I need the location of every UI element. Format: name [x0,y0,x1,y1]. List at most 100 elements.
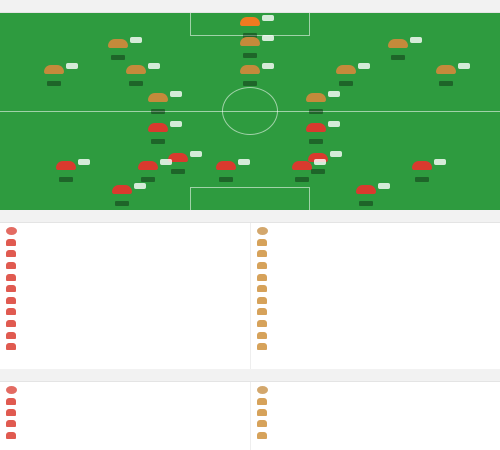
shirt-icon [6,408,16,416]
away-player-5[interactable] [110,63,162,87]
player-rating-badge [328,91,340,97]
player-number-plate [47,81,61,86]
home-list-item[interactable] [6,283,244,295]
home-player-4[interactable] [292,151,344,175]
away-player-6[interactable] [224,63,276,87]
home-list-item[interactable] [6,395,244,406]
away-staff-team-name [272,386,494,393]
away-list-item[interactable] [257,329,494,341]
player-rating-badge [170,91,182,97]
player-rating-badge [434,159,446,165]
player-rating-badge [130,37,142,43]
player-number-plate [243,53,257,58]
away-player-4[interactable] [28,63,80,87]
away-player-9[interactable] [132,91,184,115]
shirt-icon [6,238,16,246]
player-name [271,395,494,402]
player-name [271,318,460,325]
home-list-item[interactable] [6,418,244,429]
home-player-6[interactable] [122,159,174,183]
away-player-7[interactable] [320,63,372,87]
away-list-item[interactable] [257,430,494,441]
home-list-item[interactable] [6,329,244,341]
home-list-item[interactable] [6,260,244,272]
home-subs-team-row[interactable] [6,225,244,237]
staff-header [0,369,500,382]
away-staff-team-row[interactable] [257,384,494,395]
home-list-item[interactable] [6,306,244,318]
away-list-item[interactable] [257,407,494,418]
home-player-8[interactable] [276,159,328,183]
shirt-icon [6,296,16,304]
away-list-item[interactable] [257,418,494,429]
away-list-item[interactable] [257,248,494,260]
shirt-icon [6,308,16,316]
subs-section [0,223,500,369]
jersey-icon [306,93,326,102]
jersey-icon [216,161,236,170]
home-player-9[interactable] [396,159,448,183]
player-number-plate [391,55,405,60]
home-list-item[interactable] [6,407,244,418]
home-list-item[interactable] [6,341,244,353]
player-name [20,429,244,436]
jersey-icon [240,17,260,26]
player-name [20,418,244,425]
player-rating-badge [66,63,78,69]
jersey-icon [240,37,260,46]
player-name [271,294,460,301]
away-subs-team-name [272,225,494,232]
away-list-item[interactable] [257,260,494,272]
player-rating-badge [148,63,160,69]
player-number-plate [115,201,129,206]
away-staff-column [250,382,500,450]
bottom-penalty-box [190,187,310,210]
home-list-item[interactable] [6,295,244,307]
home-player-2[interactable] [290,121,342,145]
player-number-plate [129,81,143,86]
home-staff-team-row[interactable] [6,384,244,395]
away-list-item[interactable] [257,341,494,353]
away-player-11[interactable] [224,35,276,59]
player-number-plate [111,55,125,60]
home-list-item[interactable] [6,271,244,283]
home-player-5[interactable] [40,159,92,183]
home-player-1[interactable] [132,121,184,145]
shirt-icon [257,273,267,281]
away-list-item[interactable] [257,318,494,330]
shirt-icon [257,408,267,416]
shirt-icon [257,296,267,304]
away-subs-team-row[interactable] [257,225,494,237]
player-rating-badge [262,15,274,21]
away-player-1[interactable] [224,15,276,39]
jersey-icon [240,65,260,74]
home-list-item[interactable] [6,318,244,330]
home-player-11[interactable] [340,183,392,207]
home-list-item[interactable] [6,430,244,441]
away-list-item[interactable] [257,271,494,283]
away-list-item[interactable] [257,395,494,406]
away-list-item[interactable] [257,237,494,249]
away-player-8[interactable] [420,63,472,87]
away-player-10[interactable] [290,91,342,115]
away-player-3[interactable] [372,37,424,61]
jersey-icon [308,153,328,162]
player-name [271,271,460,278]
home-player-3[interactable] [152,151,204,175]
home-subs-team-name [21,225,244,232]
away-player-2[interactable] [92,37,144,61]
home-player-10[interactable] [96,183,148,207]
player-name [20,318,210,325]
away-list-item[interactable] [257,283,494,295]
away-list-item[interactable] [257,306,494,318]
home-list-item[interactable] [6,248,244,260]
staff-section [0,382,500,450]
away-list-item[interactable] [257,295,494,307]
subs-header [0,210,500,223]
home-list-item[interactable] [6,237,244,249]
shirt-icon [257,250,267,258]
jersey-icon [44,65,64,74]
home-player-7[interactable] [200,159,252,183]
home-subs-column [0,223,250,369]
jersey-icon [148,93,168,102]
